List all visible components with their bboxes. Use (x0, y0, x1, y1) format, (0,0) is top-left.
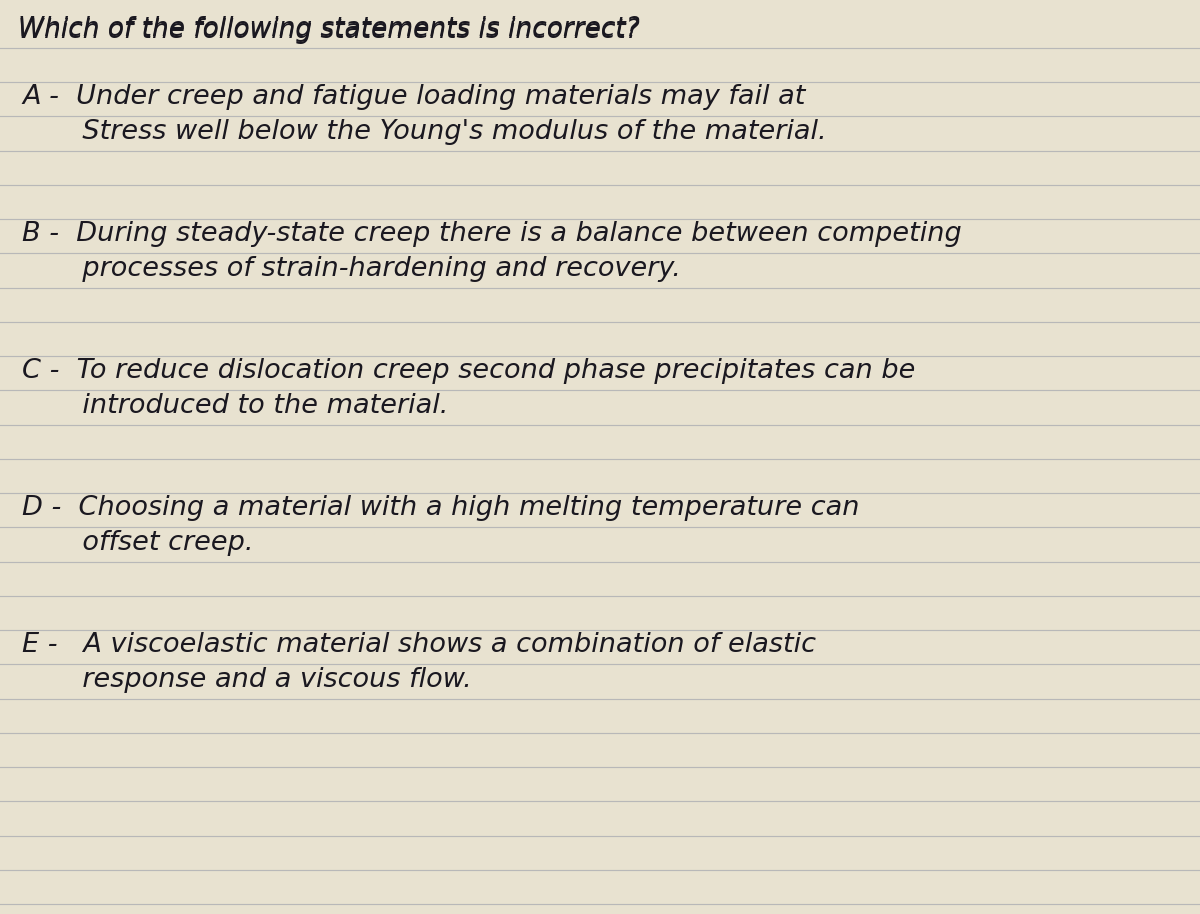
Text: A -  Under creep and fatigue loading materials may fail at: A - Under creep and fatigue loading mate… (22, 84, 805, 111)
Text: response and a viscous flow.: response and a viscous flow. (22, 666, 472, 693)
Text: offset creep.: offset creep. (22, 529, 253, 556)
Text: Stress well below the Young's modulus of the material.: Stress well below the Young's modulus of… (22, 119, 827, 144)
Text: C -  To reduce dislocation creep second phase precipitates can be: C - To reduce dislocation creep second p… (22, 358, 916, 385)
Text: B -  During steady-state creep there is a balance between competing: B - During steady-state creep there is a… (22, 221, 961, 248)
Text: Which of the following statements is incorrect?: Which of the following statements is inc… (18, 18, 640, 44)
Text: D -  Choosing a material with a high melting temperature can: D - Choosing a material with a high melt… (22, 495, 859, 521)
Text: E -   A viscoelastic material shows a combination of elastic: E - A viscoelastic material shows a comb… (22, 632, 816, 658)
Text: processes of strain-hardening and recovery.: processes of strain-hardening and recove… (22, 256, 680, 282)
Text: Which of the following statements is incorrect?: Which of the following statements is inc… (18, 16, 640, 42)
Text: introduced to the material.: introduced to the material. (22, 393, 449, 419)
